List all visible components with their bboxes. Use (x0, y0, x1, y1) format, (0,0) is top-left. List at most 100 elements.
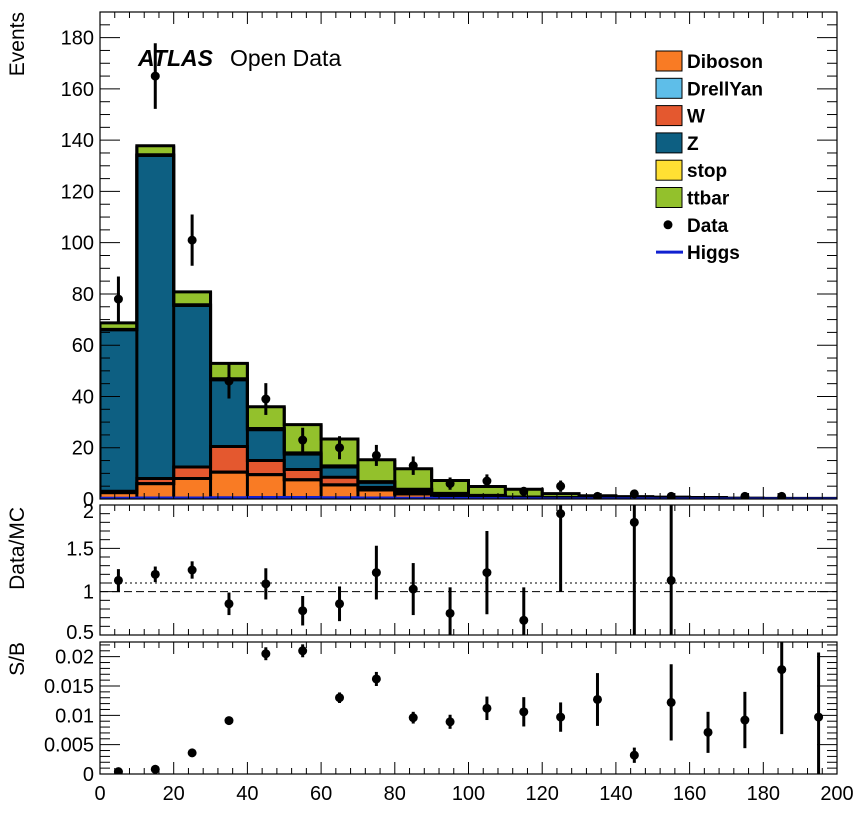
bar-diboson-3 (210, 472, 248, 499)
data-point-10 (482, 476, 492, 486)
sb-point-4 (261, 649, 271, 659)
x-tick-label-20: 20 (163, 783, 185, 805)
ratio-point-3 (224, 599, 234, 609)
sb-y-tick-label-0: 0 (83, 764, 94, 786)
bar-diboson-7 (357, 490, 395, 499)
main-y-tick-label-120: 120 (61, 181, 94, 203)
x-tick-label-60: 60 (310, 783, 332, 805)
legend-swatch-drellyan (655, 77, 683, 99)
sb-plot-area (113, 642, 824, 774)
legend-label-drellyan: DrellYan (687, 79, 763, 100)
main-labels: Events ATLAS Open Data (6, 12, 341, 76)
bar-diboson-8 (394, 493, 432, 499)
ratio-point-1 (150, 569, 160, 579)
open-data-label: Open Data (230, 45, 341, 71)
main-y-tick-label-60: 60 (72, 335, 94, 357)
x-tick-label-0: 0 (94, 783, 105, 805)
y-axis-title-events: Events (6, 12, 29, 76)
main-y-tick-label-140: 140 (61, 130, 94, 152)
legend-label-data: Data (687, 216, 729, 237)
data-point-8 (408, 461, 418, 471)
bar-diboson-4 (247, 474, 285, 499)
x-tick-label-100: 100 (452, 783, 485, 805)
sb-y-tick-label-3: 0.015 (44, 676, 94, 698)
x-tick-label-160: 160 (673, 783, 706, 805)
main-y-tick-label-160: 160 (61, 79, 94, 101)
main-panel: 0 20 40 60 80 100 120 140 160 180 (61, 11, 838, 511)
ratio-point-8 (408, 584, 418, 594)
ratio-point-6 (335, 599, 345, 609)
data-point-7 (371, 450, 381, 460)
legend-swatch-diboson (655, 50, 683, 72)
ratio-plot-area (100, 505, 837, 635)
data-point-9 (445, 479, 455, 489)
bar-diboson-1 (136, 483, 174, 499)
sb-y-tick-label-1: 0.005 (44, 735, 94, 757)
sb-point-7 (371, 674, 381, 684)
sb-point-13 (592, 694, 602, 704)
ratio-point-5 (298, 606, 308, 616)
x-tick-label-80: 80 (384, 783, 406, 805)
sb-panel: 0 0.005 0.01 0.015 0.02 0 20 40 60 80 100 120 140 160… (44, 641, 854, 805)
sb-point-1 (150, 764, 160, 774)
data-point-14 (629, 489, 639, 499)
x-tick-label-140: 140 (599, 783, 632, 805)
sb-point-0 (113, 767, 123, 774)
sb-point-16 (703, 727, 713, 737)
sb-point-11 (519, 707, 529, 717)
atlas-brand-label: ATLAS (137, 45, 214, 71)
panel-frame-2 (99, 641, 838, 775)
legend-label-higgs: Higgs (687, 243, 740, 264)
legend-label-stop: stop (687, 161, 727, 182)
sb-point-9 (445, 717, 455, 727)
data-point-0 (113, 294, 123, 304)
ratio-point-2 (187, 565, 197, 575)
sb-point-5 (298, 646, 308, 656)
panel-frame-1 (99, 504, 838, 636)
main-y-tick-label-20: 20 (72, 438, 94, 460)
legend-swatch-w (655, 105, 683, 127)
data-point-4 (261, 394, 271, 404)
ratio-point-0 (113, 575, 123, 585)
y-axis-title-s-over-b: S/B (6, 642, 29, 676)
ratio-point-11 (519, 615, 529, 625)
main-plot-area (100, 43, 837, 499)
legend-swatch-ttbar (655, 187, 683, 208)
sb-point-15 (666, 697, 676, 707)
sb-point-8 (408, 713, 418, 723)
data-point-13 (592, 491, 602, 499)
legend-label-w: W (687, 107, 705, 128)
x-tick-label-40: 40 (236, 783, 258, 805)
sb-point-12 (556, 712, 566, 722)
main-y-tick-label-40: 40 (72, 386, 94, 408)
ratio-y-tick-label-1: 1 (83, 582, 94, 604)
sb-point-3 (224, 716, 234, 726)
bar-diboson-5 (284, 479, 322, 499)
y-axis-title-data-mc: Data/MC (6, 507, 29, 590)
ratio-point-12 (556, 509, 566, 519)
sb-labels: S/B (6, 642, 29, 676)
bar-diboson-6 (321, 484, 358, 499)
ratio-point-9 (445, 608, 455, 618)
data-point-15 (666, 491, 676, 499)
sb-point-17 (740, 715, 750, 725)
main-y-tick-label-100: 100 (61, 233, 94, 255)
x-tick-label-120: 120 (526, 783, 559, 805)
data-point-12 (556, 481, 566, 491)
sb-point-2 (187, 748, 197, 758)
sb-point-6 (335, 693, 345, 703)
main-y-tick-label-0: 0 (83, 489, 94, 511)
sb-y-tick-label-2: 0.01 (55, 705, 94, 727)
sb-point-10 (482, 703, 492, 713)
legend-label-diboson: Diboson (687, 52, 763, 73)
legend-swatch-z (655, 132, 683, 154)
main-y-tick-label-80: 80 (72, 284, 94, 306)
ratio-point-7 (371, 568, 381, 578)
data-point-1 (150, 71, 160, 81)
x-tick-label-200: 200 (820, 783, 853, 805)
sb-point-14 (629, 750, 639, 760)
main-y-tick-label-180: 180 (61, 28, 94, 50)
sb-point-18 (777, 665, 787, 675)
